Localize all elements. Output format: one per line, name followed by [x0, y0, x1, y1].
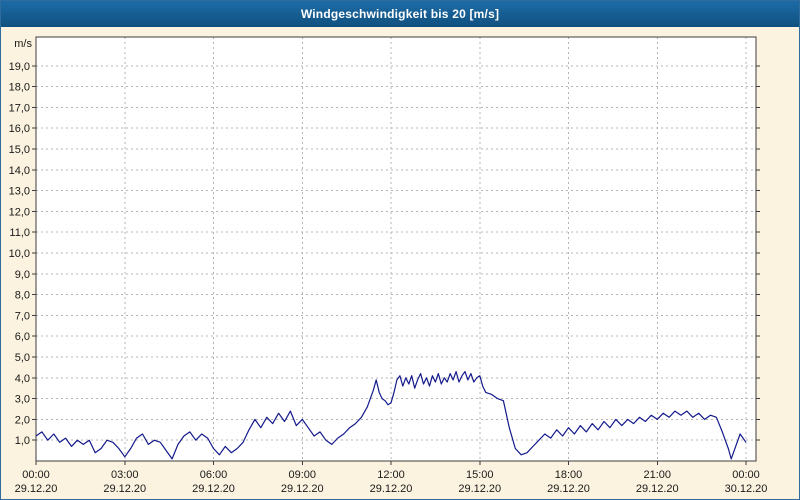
svg-text:11,0: 11,0	[9, 227, 30, 239]
svg-text:29.12.20: 29.12.20	[15, 483, 58, 495]
axis-ticks	[32, 65, 760, 465]
svg-text:29.12.20: 29.12.20	[636, 483, 679, 495]
svg-text:00:00: 00:00	[22, 469, 50, 481]
svg-text:30.12.20: 30.12.20	[725, 483, 768, 495]
svg-text:4,0: 4,0	[15, 373, 30, 385]
svg-text:21:00: 21:00	[643, 469, 671, 481]
x-axis-labels: 00:00 29.12.20 03:00 29.12.20 06:00 29.12.20 0…	[15, 469, 768, 495]
svg-text:29.12.20: 29.12.20	[192, 483, 235, 495]
svg-text:17,0: 17,0	[9, 102, 30, 114]
svg-text:6,0: 6,0	[15, 331, 30, 343]
svg-text:10,0: 10,0	[9, 248, 30, 260]
svg-text:7,0: 7,0	[15, 310, 30, 322]
svg-text:06:00: 06:00	[200, 469, 228, 481]
svg-text:00:00: 00:00	[732, 469, 760, 481]
svg-text:15,0: 15,0	[9, 144, 30, 156]
plot-background	[36, 37, 756, 461]
svg-text:29.12.20: 29.12.20	[547, 483, 590, 495]
svg-text:14,0: 14,0	[9, 165, 30, 177]
svg-text:15:00: 15:00	[466, 469, 494, 481]
svg-text:03:00: 03:00	[111, 469, 139, 481]
svg-text:8,0: 8,0	[15, 290, 30, 302]
horizontal-gridlines	[36, 65, 756, 441]
svg-text:13,0: 13,0	[9, 186, 30, 198]
plot-border	[35, 36, 757, 462]
svg-text:2,0: 2,0	[15, 414, 30, 426]
svg-text:12:00: 12:00	[377, 469, 405, 481]
svg-text:1,0: 1,0	[15, 435, 30, 447]
wind-speed-series-line	[35, 371, 747, 460]
svg-text:19,0: 19,0	[9, 61, 30, 73]
svg-text:12,0: 12,0	[9, 206, 30, 218]
svg-text:m/s: m/s	[14, 38, 32, 50]
svg-text:29.12.20: 29.12.20	[370, 483, 413, 495]
vertical-gridlines	[124, 37, 747, 461]
svg-text:3,0: 3,0	[15, 394, 30, 406]
svg-text:5,0: 5,0	[15, 352, 30, 364]
title-bar: Windgeschwindigkeit bis 20 [m/s]	[1, 1, 799, 27]
wind-speed-chart: 1,0 2,0 3,0 4,0 5,0 6,0 7,0 8,0 9,0 10,0 11,0 12,0 1…	[9, 36, 768, 495]
svg-text:9,0: 9,0	[15, 269, 30, 281]
svg-text:16,0: 16,0	[9, 123, 30, 135]
svg-text:29.12.20: 29.12.20	[103, 483, 146, 495]
y-axis-labels: 1,0 2,0 3,0 4,0 5,0 6,0 7,0 8,0 9,0 10,0 11,0 12,0 1…	[9, 38, 33, 447]
window-title: Windgeschwindigkeit bis 20 [m/s]	[300, 7, 500, 21]
svg-text:29.12.20: 29.12.20	[281, 483, 324, 495]
svg-text:09:00: 09:00	[288, 469, 316, 481]
svg-text:18,0: 18,0	[9, 82, 30, 94]
svg-text:18:00: 18:00	[555, 469, 583, 481]
svg-text:29.12.20: 29.12.20	[458, 483, 501, 495]
